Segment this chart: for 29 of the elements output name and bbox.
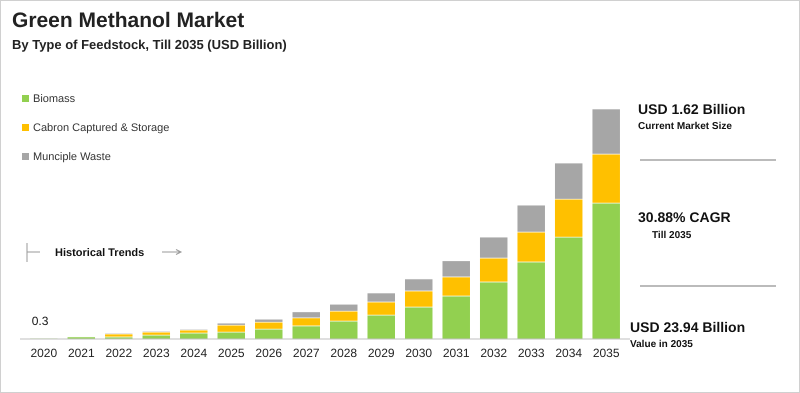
chart-subtitle: By Type of Feedstock, Till 2035 (USD Billion) — [12, 37, 287, 52]
x-tick-label: 2034 — [555, 346, 582, 360]
annotation: Historical Trends — [55, 247, 144, 259]
annotation: 0.3 — [32, 314, 49, 328]
x-tick-label: 2023 — [142, 346, 170, 360]
legend-label: Biomass — [33, 93, 76, 105]
x-tick-label: 2022 — [105, 346, 132, 360]
x-tick-label: 2021 — [68, 346, 95, 360]
text: 30.88% CAGR — [638, 209, 731, 225]
x-tick-label: 2032 — [480, 346, 508, 360]
x-tick-label: 2024 — [180, 346, 208, 360]
chart-title: Green Methanol Market — [12, 9, 244, 32]
text: Till 2035 — [652, 230, 692, 241]
x-tick-label: 2026 — [255, 346, 282, 360]
x-tick-label: 2025 — [218, 346, 245, 360]
x-tick-label: 2031 — [442, 346, 470, 360]
x-tick-label: 2028 — [330, 346, 358, 360]
text: USD 1.62 Billion — [638, 101, 746, 117]
x-tick-label: 2030 — [405, 346, 432, 360]
x-tick-label: 2020 — [30, 346, 58, 360]
x-tick-label: 2033 — [518, 346, 545, 360]
x-tick-label: 2029 — [368, 346, 395, 360]
x-tick-label: 2035 — [592, 346, 620, 360]
annotation: Value in 2035 — [630, 339, 694, 350]
x-tick-label: 2027 — [292, 346, 320, 360]
legend-label: Cabron Captured & Storage — [33, 122, 170, 134]
text: Current Market Size — [638, 121, 732, 132]
legend-label: Munciple Waste — [33, 151, 111, 163]
annotation: USD 23.94 Billion — [630, 319, 746, 335]
